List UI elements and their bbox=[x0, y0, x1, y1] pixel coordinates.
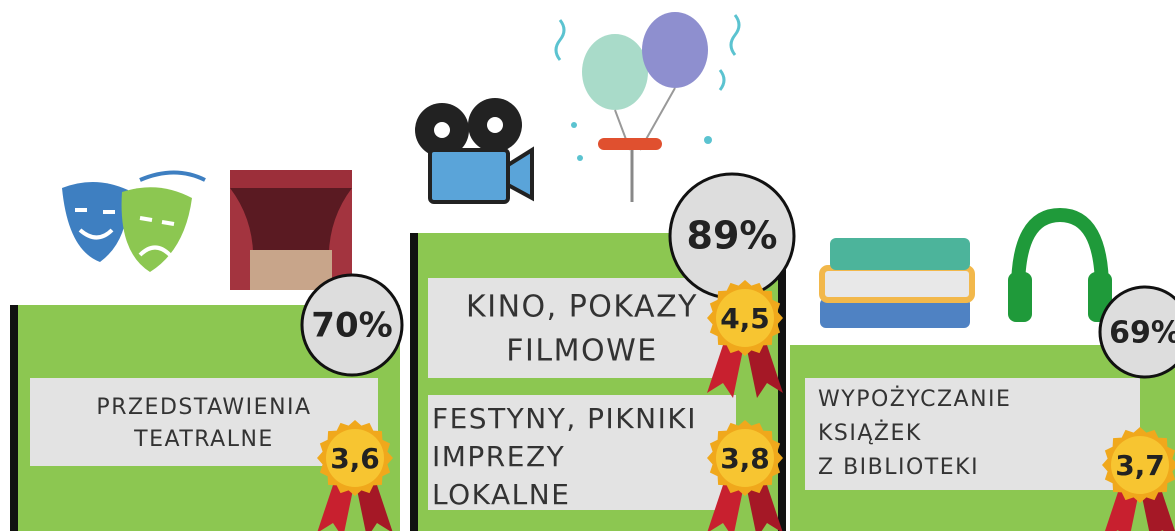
percent-text: 70% bbox=[311, 306, 392, 346]
rating-rosette: 3,6 bbox=[317, 420, 393, 531]
balloons-icon bbox=[554, 12, 741, 202]
label-line: WYPOŻYCZANIE bbox=[818, 386, 1011, 412]
rosette-center bbox=[716, 429, 774, 487]
podium-edge bbox=[410, 233, 418, 531]
rating-text: 3,8 bbox=[720, 442, 770, 475]
camera-icon bbox=[415, 98, 534, 204]
podium-edge bbox=[778, 233, 786, 531]
percent-badge: 89% bbox=[668, 172, 796, 300]
rating-rosette: 4,5 bbox=[707, 280, 783, 398]
curtain-icon bbox=[230, 170, 352, 290]
label-line: FESTYNY, PIKNIKI bbox=[432, 402, 697, 435]
rosette-center bbox=[716, 289, 774, 347]
headphones-icon bbox=[1008, 207, 1112, 322]
label-line: Z BIBLIOTEKI bbox=[818, 455, 979, 480]
percent-badge: 69% bbox=[1098, 285, 1175, 379]
rating-rosette: 3,8 bbox=[707, 420, 783, 531]
rating-rosette: 3,7 bbox=[1102, 427, 1175, 531]
masks-icon bbox=[62, 170, 206, 272]
label-line: PRZEDSTAWIENIA bbox=[96, 395, 311, 420]
label-line: FILMOWE bbox=[506, 334, 657, 369]
percent-text: 69% bbox=[1109, 316, 1175, 351]
label-box bbox=[805, 378, 1140, 490]
label-line: KSIĄŻEK bbox=[818, 420, 922, 446]
label-box bbox=[428, 395, 736, 510]
rosette-center bbox=[326, 429, 384, 487]
podium-edge bbox=[10, 305, 18, 531]
label-box bbox=[30, 378, 378, 466]
label-line: LOKALNE bbox=[432, 478, 570, 511]
percent-text: 89% bbox=[687, 214, 778, 258]
rating-text: 3,6 bbox=[330, 442, 380, 475]
label-line: KINO, POKAZY bbox=[466, 290, 698, 325]
label-line: IMPREZY bbox=[432, 440, 565, 473]
label-line: TEATRALNE bbox=[133, 427, 274, 452]
rating-text: 3,7 bbox=[1115, 449, 1165, 482]
books-icon bbox=[819, 238, 975, 328]
percent-badge: 70% bbox=[300, 273, 404, 377]
label-box bbox=[428, 278, 736, 378]
rating-text: 4,5 bbox=[720, 302, 770, 335]
rosette-center bbox=[1111, 436, 1169, 494]
